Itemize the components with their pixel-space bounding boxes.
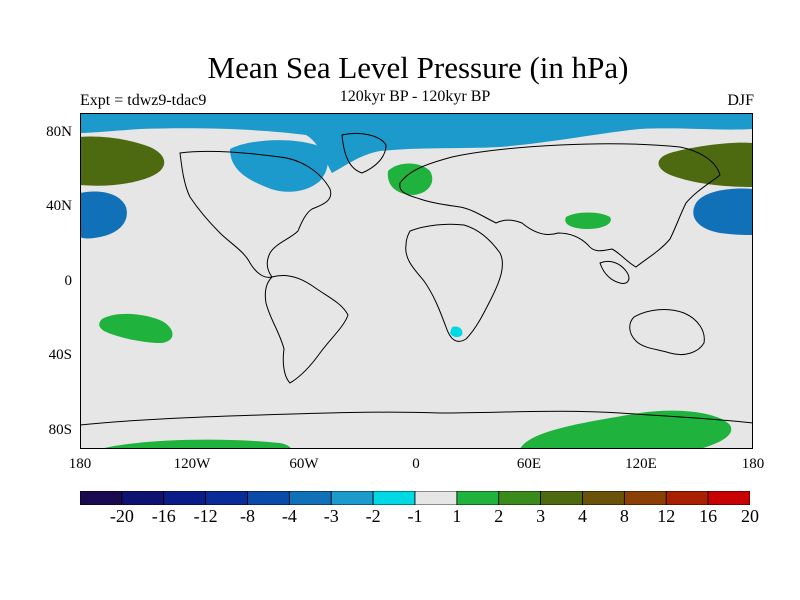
colorbar-label: 20 <box>741 506 759 526</box>
coast-south-america <box>264 274 349 384</box>
colorbar-swatch <box>121 491 165 505</box>
colorbar-swatch <box>540 491 583 505</box>
coast-australia <box>629 309 705 356</box>
colorbar-label: -12 <box>193 506 218 526</box>
shaded-regions <box>80 113 753 449</box>
colorbar-label: 1 <box>452 506 462 526</box>
map-frame <box>80 113 753 449</box>
region-north-pacific-low-east <box>693 188 753 235</box>
colorbar-swatch <box>665 491 709 505</box>
colorbar <box>80 491 750 505</box>
x-tick-120e: 120E <box>625 456 657 472</box>
colorbar-label: 4 <box>578 506 587 526</box>
pressure-map <box>80 113 753 449</box>
y-tick-40s: 40S <box>48 347 72 363</box>
y-tick-40n: 40N <box>46 198 72 214</box>
colorbar-label: 12 <box>657 506 676 526</box>
colorbar-swatch <box>623 491 667 505</box>
region-north-pacific-high-west <box>80 136 165 186</box>
region-southern-ocean-high-west <box>100 439 291 449</box>
region-southern-ocean-high <box>520 410 732 449</box>
region-scandinavia-high <box>387 163 433 195</box>
region-arctic-low <box>80 113 753 173</box>
colorbar-label: -2 <box>365 506 381 526</box>
colorbar-swatch <box>582 491 625 505</box>
colorbar-label: 3 <box>536 506 546 526</box>
x-tick-180w: 180 <box>68 456 92 472</box>
colorbar-swatch <box>414 491 458 505</box>
y-tick-80s: 80S <box>48 422 72 438</box>
coast-africa <box>405 223 503 342</box>
coastlines <box>80 132 753 426</box>
colorbar-label: -16 <box>151 506 176 526</box>
coast-southeast-asia <box>599 260 630 284</box>
colorbar-label: -4 <box>281 506 297 526</box>
colorbar-swatch <box>288 491 332 505</box>
colorbar-swatch <box>707 491 750 505</box>
region-central-asia-high <box>565 212 611 229</box>
colorbar-swatch <box>372 491 416 505</box>
colorbar-label: -3 <box>323 506 339 526</box>
y-tick-eq: 0 <box>64 273 73 289</box>
colorbar-swatch <box>330 491 374 505</box>
x-tick-60e: 60E <box>516 456 542 472</box>
colorbar-label: 8 <box>619 506 629 526</box>
colorbar-swatch <box>498 491 542 505</box>
colorbar-label: -1 <box>407 506 423 526</box>
coast-europe-asia <box>399 143 721 268</box>
region-canada-low <box>230 140 328 192</box>
colorbar-swatch <box>247 491 290 505</box>
coast-north-america <box>179 150 332 278</box>
y-tick-80n: 80N <box>46 124 72 140</box>
x-tick-60w: 60W <box>289 456 319 472</box>
colorbar-label: 2 <box>494 506 504 526</box>
region-south-africa-low <box>450 326 463 338</box>
colorbar-swatch <box>80 491 123 505</box>
colorbar-label: 16 <box>699 506 718 526</box>
colorbar-label: -8 <box>240 506 255 526</box>
colorbar-swatch <box>205 491 248 505</box>
colorbar-swatch <box>456 491 500 505</box>
x-tick-0: 0 <box>412 456 420 472</box>
region-north-pacific-low-west <box>80 191 127 239</box>
season-label: DJF <box>727 92 754 109</box>
colorbar-swatch <box>163 491 207 505</box>
experiment-label: Expt = tdwz9-tdac9 <box>80 92 207 109</box>
chart-title: Mean Sea Level Pressure (in hPa) <box>207 50 629 85</box>
region-south-pacific-high <box>99 313 173 343</box>
coast-greenland <box>341 132 387 174</box>
colorbar-label: -20 <box>109 506 134 526</box>
x-tick-120w: 120W <box>173 456 211 472</box>
chart-subtitle: 120kyr BP - 120kyr BP <box>339 88 491 105</box>
x-tick-180e: 180 <box>741 456 765 472</box>
coast-antarctica <box>80 410 753 426</box>
region-north-pacific-high-east <box>658 142 753 187</box>
